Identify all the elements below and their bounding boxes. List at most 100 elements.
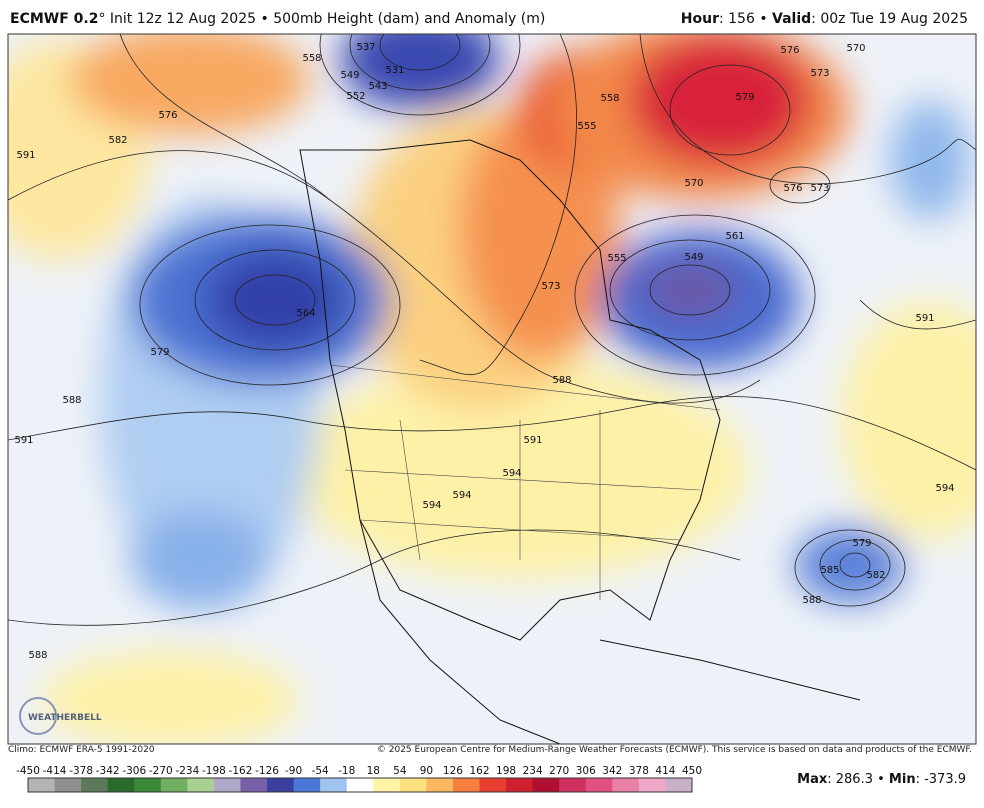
contour-label: 561 — [725, 231, 744, 242]
colorbar-tick-label: 234 — [523, 765, 543, 777]
colorbar-tick-label: 306 — [576, 765, 596, 777]
contour-label: 558 — [600, 93, 619, 104]
colorbar-segment — [612, 778, 640, 792]
contour-label: 588 — [28, 650, 47, 661]
contour-label: 594 — [935, 483, 954, 494]
colorbar-segment — [28, 778, 56, 792]
colorbar-segment — [585, 778, 613, 792]
header-left: ECMWF 0.2° Init 12z 12 Aug 2025 • 500mb … — [10, 11, 545, 27]
contour-label: 573 — [810, 183, 829, 194]
colorbar-tick-label: 378 — [629, 765, 649, 777]
colorbar-tick-label: 54 — [393, 765, 407, 777]
colorbar-segment — [81, 778, 109, 792]
contour-label: 570 — [684, 178, 703, 189]
contour-label: 549 — [340, 70, 359, 81]
contour-label: 537 — [356, 42, 375, 53]
colorbar-tick-label: -90 — [285, 765, 302, 777]
colorbar-segment — [320, 778, 348, 792]
colorbar-segment — [532, 778, 560, 792]
logo-text: WEATHERBELL — [28, 713, 102, 723]
contour-label: 579 — [735, 92, 754, 103]
colorbar-tick-label: -54 — [312, 765, 329, 777]
max-label: Max — [797, 772, 828, 787]
contour-label: 576 — [780, 45, 799, 56]
colorbar: -450 -414 -378 -342 -306 -270 -234 -198 -162 -126… — [16, 765, 702, 793]
contour-label: 591 — [523, 435, 542, 446]
hour-text: : 156 • — [718, 11, 773, 27]
contour-label: 543 — [368, 81, 387, 92]
contour-label: 579 — [852, 538, 871, 549]
colorbar-tick-label: -18 — [338, 765, 355, 777]
colorbar-tick-label: 450 — [682, 765, 702, 777]
colorbar-tick-label: -234 — [175, 765, 199, 777]
min-text: : -373.9 — [915, 772, 966, 787]
colorbar-frame — [27, 777, 693, 793]
contour-label: 564 — [296, 308, 315, 319]
colorbar-segment — [107, 778, 135, 792]
coastlines — [299, 139, 861, 744]
contour-label: 585 — [820, 565, 839, 576]
map-frame — [7, 33, 977, 745]
header-right: Hour: 156 • Valid: 00z Tue 19 Aug 2025 — [681, 11, 968, 27]
colorbar-segment — [187, 778, 215, 792]
colorbar-tick-label: -126 — [255, 765, 279, 777]
contour-label: 588 — [552, 375, 571, 386]
contour-label: 552 — [346, 91, 365, 102]
colorbar-segment — [506, 778, 534, 792]
contour-label: 549 — [684, 252, 703, 263]
contour-label: 555 — [607, 253, 626, 264]
borders — [329, 364, 721, 600]
colorbar-segment — [426, 778, 454, 792]
contour-label: 555 — [577, 121, 596, 132]
logo: WEATHERBELL — [19, 697, 102, 735]
colorbar-tick-label: 414 — [655, 765, 675, 777]
stats: Max: 286.3 • Min: -373.9 — [797, 772, 966, 787]
colorbar-tick-label: 198 — [496, 765, 516, 777]
copyright: © 2025 European Centre for Medium-Range … — [376, 745, 972, 755]
contour-label: 573 — [810, 68, 829, 79]
contour-label: 579 — [150, 347, 169, 358]
colorbar-segment — [638, 778, 666, 792]
colorbar-tick-label: 270 — [549, 765, 569, 777]
contour-label: 588 — [802, 595, 821, 606]
colorbar-tick-label: -450 — [16, 765, 40, 777]
model: ECMWF 0.2 — [10, 11, 99, 27]
colorbar-segment — [267, 778, 295, 792]
colorbar-segment — [452, 778, 481, 792]
colorbar-tick-label: -342 — [96, 765, 120, 777]
contour-label: 591 — [16, 150, 35, 161]
colorbar-tick-label: 18 — [367, 765, 380, 777]
colorbar-segment — [559, 778, 587, 792]
colorbar-segment — [399, 778, 427, 792]
colorbar-segment — [665, 778, 693, 792]
contour-label: 576 — [783, 183, 802, 194]
min-label: Min — [888, 772, 916, 787]
valid-text: : 00z Tue 19 Aug 2025 — [811, 11, 968, 27]
colorbar-tick-label: -270 — [149, 765, 173, 777]
contour-label: 594 — [452, 490, 471, 501]
colorbar-segment — [479, 778, 507, 792]
contour-label: 588 — [62, 395, 81, 406]
colorbar-tick-label: -306 — [122, 765, 146, 777]
colorbar-segment — [134, 778, 162, 792]
contour-label: 591 — [14, 435, 33, 446]
contour-label: 531 — [385, 65, 404, 76]
colorbar-tick-label: -198 — [202, 765, 226, 777]
climo: Climo: ECMWF ERA-5 1991-2020 — [8, 745, 155, 755]
contour-label: 591 — [915, 313, 934, 324]
contour-label: 594 — [502, 468, 521, 479]
contour-label: 576 — [158, 110, 177, 121]
init: Init 12z 12 Aug 2025 • 500mb Height (dam… — [109, 11, 546, 27]
max-text: : 286.3 • — [827, 772, 889, 787]
colorbar-tick-label: -162 — [229, 765, 253, 777]
contour-label: 582 — [866, 570, 885, 581]
colorbar-segment — [160, 778, 188, 792]
contour-label: 570 — [846, 43, 865, 54]
contour-label: 594 — [422, 500, 441, 511]
hour-label: Hour — [680, 11, 719, 27]
colorbar-tick-label: 90 — [420, 765, 433, 777]
contour-label: 573 — [541, 281, 560, 292]
colorbar-segment — [346, 778, 374, 792]
